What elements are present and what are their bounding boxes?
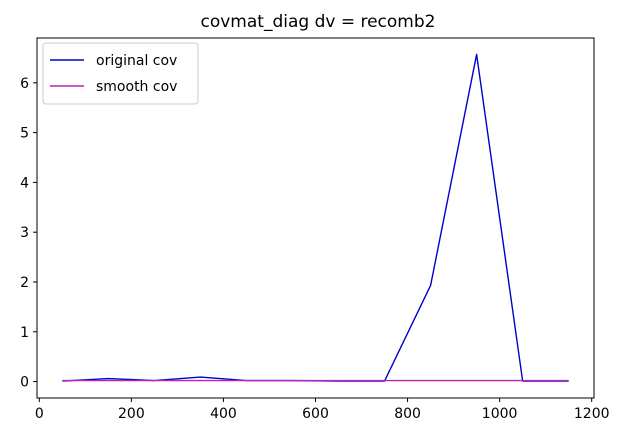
legend-label-2: smooth cov — [96, 79, 177, 95]
y-tick-label: 1 — [20, 325, 29, 341]
y-tick-label: 0 — [20, 375, 29, 391]
x-tick-label: 1200 — [574, 406, 610, 422]
y-tick-label: 5 — [20, 126, 29, 142]
legend-label-1: original cov — [96, 53, 177, 69]
x-tick-label: 600 — [302, 406, 329, 422]
x-tick-label: 800 — [394, 406, 421, 422]
legend-box — [42, 42, 199, 105]
x-tick-label: 0 — [35, 406, 44, 422]
y-axis: 0 1 2 3 4 5 6 — [20, 76, 37, 391]
series-layer — [62, 53, 569, 382]
chart-title: covmat_diag dv = recomb2 — [201, 12, 436, 32]
x-tick-label: 200 — [118, 406, 145, 422]
legend: original cov smooth cov — [42, 42, 199, 105]
y-tick-label: 6 — [20, 76, 29, 92]
y-tick-label: 3 — [20, 225, 29, 241]
y-tick-label: 2 — [20, 275, 29, 291]
x-tick-label: 1000 — [482, 406, 518, 422]
y-tick-label: 4 — [20, 175, 29, 191]
x-axis: 0 200 400 600 800 1000 1200 — [35, 398, 610, 422]
x-tick-label: 400 — [210, 406, 237, 422]
